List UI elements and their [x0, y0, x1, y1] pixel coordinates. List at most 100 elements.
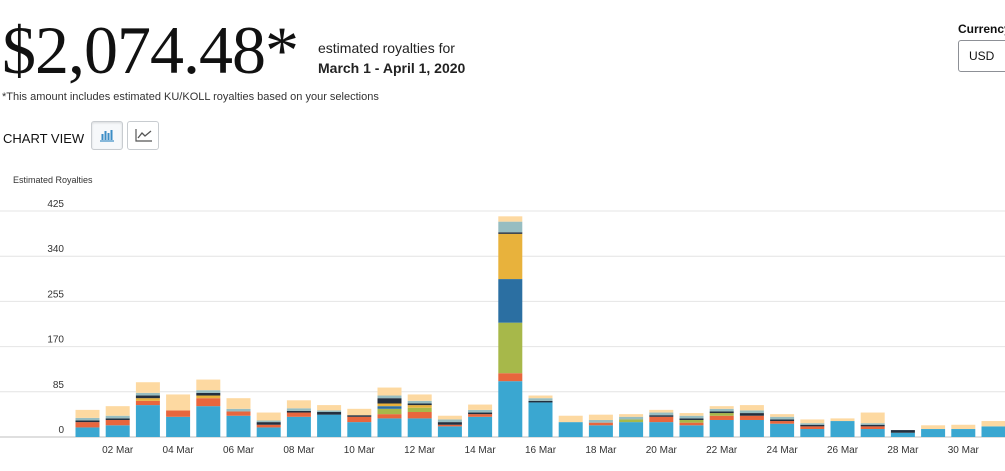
bar-segment — [588, 419, 613, 423]
bar-segment — [770, 416, 795, 420]
bar-segment — [377, 398, 402, 404]
bar-segment — [468, 414, 493, 417]
bar-segment — [890, 432, 915, 437]
bar-segment — [770, 421, 795, 424]
bar-segment — [709, 411, 734, 414]
bar-segment — [619, 416, 644, 420]
bar-segment — [921, 429, 946, 437]
bar-segment — [135, 398, 160, 401]
bar-segment — [135, 392, 160, 396]
bar-chart-view-button[interactable] — [91, 121, 123, 150]
bar-segment — [347, 416, 372, 423]
x-tick-label: 14 Mar — [465, 445, 497, 456]
bar-segment — [800, 424, 825, 427]
bar-segment — [649, 409, 674, 413]
x-tick-label: 24 Mar — [767, 445, 799, 456]
bar-segment — [286, 400, 311, 409]
bar-segment — [286, 408, 311, 411]
bar-segment — [105, 425, 130, 437]
bar-segment — [619, 414, 644, 417]
bar-segment — [377, 408, 402, 415]
bar-segment — [709, 413, 734, 416]
bar-segment — [498, 279, 523, 323]
bar-segment — [498, 322, 523, 374]
bar-segment — [739, 413, 764, 416]
bar-segment — [770, 414, 795, 417]
bar-segment — [860, 429, 885, 437]
royalty-note: *This amount includes estimated KU/KOLL … — [2, 91, 379, 103]
bar-segment — [105, 415, 130, 419]
bar-segment — [800, 426, 825, 430]
bar-segment — [860, 412, 885, 424]
bar-segment — [800, 419, 825, 424]
bar-segment — [256, 420, 281, 423]
bar-segment — [347, 422, 372, 437]
x-tick-label: 20 Mar — [646, 445, 678, 456]
currency-select[interactable]: USD — [958, 40, 1005, 72]
bar-segment — [800, 429, 825, 437]
bar-segment — [739, 410, 764, 414]
bar-segment — [679, 413, 704, 416]
bar-segment — [679, 425, 704, 437]
x-tick-label: 06 Mar — [223, 445, 255, 456]
bar-segment — [407, 403, 432, 406]
bar-segment — [770, 419, 795, 422]
bar-segment — [407, 405, 432, 408]
bar-segment — [226, 411, 251, 416]
bar-segment — [860, 426, 885, 430]
bar-segment — [75, 427, 100, 437]
bar-segment — [739, 405, 764, 411]
bar-segment — [105, 419, 130, 426]
bar-segment — [498, 221, 523, 233]
bar-segment — [468, 416, 493, 437]
bar-segment — [860, 424, 885, 427]
bar-segment — [437, 415, 462, 420]
bar-segment — [588, 422, 613, 426]
bar-segment — [739, 415, 764, 420]
chart-view-label: CHART VIEW — [3, 131, 85, 146]
bar-segment — [226, 398, 251, 409]
bar-segment — [709, 419, 734, 437]
line-chart-view-button[interactable] — [127, 121, 159, 150]
bar-segment — [830, 418, 855, 422]
bar-segment — [256, 424, 281, 428]
bar-segment — [709, 408, 734, 412]
bar-segment — [196, 395, 221, 399]
bar-segment — [468, 412, 493, 415]
x-tick-label: 28 Mar — [887, 445, 919, 456]
bar-segment — [105, 406, 130, 416]
bar-segment — [528, 400, 553, 403]
bar-segment — [75, 409, 100, 418]
currency-value: USD — [969, 49, 995, 63]
x-tick-label: 22 Mar — [706, 445, 738, 456]
bar-segment — [588, 414, 613, 420]
x-tick-label: 04 Mar — [163, 445, 195, 456]
bar-segment — [921, 425, 946, 430]
bar-segment — [377, 414, 402, 419]
bar-segment — [286, 410, 311, 413]
y-tick-label: 170 — [47, 335, 64, 346]
bar-segment — [619, 419, 644, 423]
bar-segment — [468, 404, 493, 410]
bar-segment — [498, 373, 523, 382]
date-range: March 1 - April 1, 2020 — [318, 60, 466, 76]
bar-segment — [407, 407, 432, 413]
x-tick-label: 26 Mar — [827, 445, 859, 456]
bar-segment — [317, 410, 342, 413]
bar-segment — [377, 403, 402, 407]
bar-segment — [407, 394, 432, 401]
bar-segment — [619, 422, 644, 437]
bar-segment — [679, 422, 704, 426]
bar-segment — [286, 416, 311, 437]
bar-segment — [75, 417, 100, 421]
bar-segment — [679, 419, 704, 423]
bar-segment — [135, 405, 160, 437]
bar-segment — [377, 387, 402, 396]
y-axis-title: Estimated Royalties — [13, 175, 93, 185]
bar-segment — [770, 423, 795, 437]
bar-segment — [166, 410, 191, 417]
bar-segment — [528, 402, 553, 437]
bar-segment — [75, 422, 100, 428]
bar-segment — [377, 395, 402, 399]
royalty-label: estimated royalties for — [318, 40, 455, 56]
